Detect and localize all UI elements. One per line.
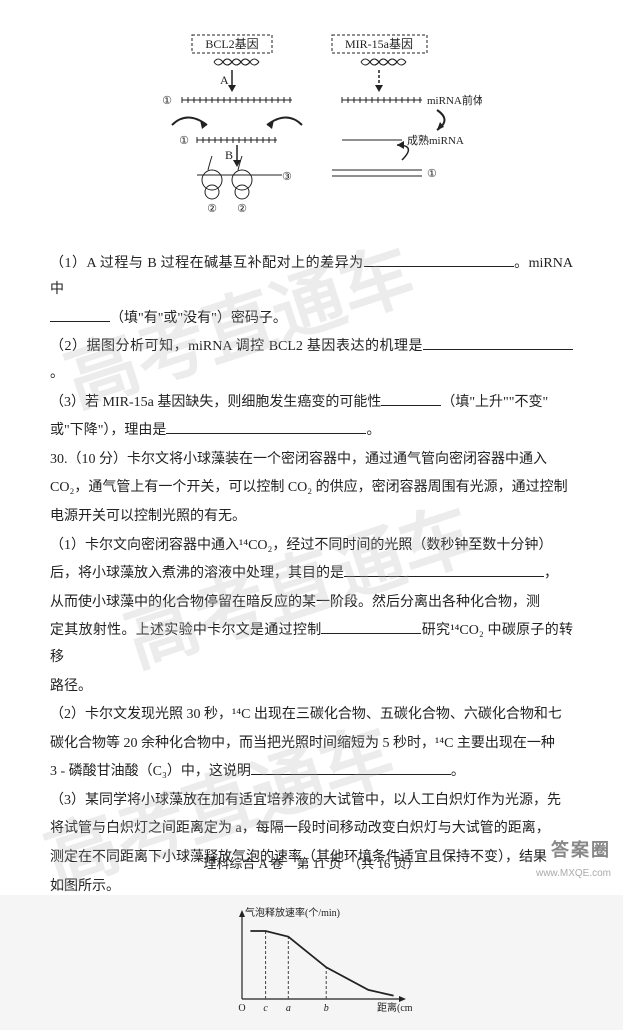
q2-line: （2）据图分析可知，miRNA 调控 BCL2 基因表达的机理是。 <box>50 334 573 387</box>
svg-text:气泡释放速率(个/min): 气泡释放速率(个/min) <box>245 906 340 919</box>
q30-p2b: 碳化合物等 20 余种化合物中，而当把光照时间缩短为 5 秒时，¹⁴C 主要出现… <box>50 731 573 758</box>
q30-intro3: 电源开关可以控制光照的有无。 <box>50 504 573 531</box>
svg-text:b: b <box>323 1003 328 1014</box>
q30-p1b: 后，将小球藻放入煮沸的溶液中处理，其目的是 <box>50 566 344 581</box>
svg-text:a: a <box>285 1003 290 1014</box>
blank <box>166 419 366 434</box>
svg-text:miRNA前体: miRNA前体 <box>427 93 482 107</box>
svg-text:②: ② <box>237 203 247 215</box>
svg-text:O: O <box>238 1003 245 1014</box>
q30-p1d: 从而使小球藻中的化合物停留在暗反应的某一阶段。然后分离出各种化合物，测 <box>50 590 573 617</box>
blank <box>344 562 544 577</box>
gene-diagram: BCL2基因 MIR-15a基因 AmiRNA前体 ① 成熟miRNA ① B ① ② ② ③ <box>50 30 573 241</box>
svg-text:成熟miRNA: 成熟miRNA <box>407 133 464 147</box>
q30-p1b-line: 后，将小球藻放入煮沸的溶液中处理，其目的是 ， <box>50 561 573 588</box>
q3-line2: 或"下降"），理由是 。 <box>50 418 573 445</box>
q30-p1c: ， <box>544 566 558 581</box>
page-footer: 理科综合 A 卷 第 11 页 （共 16 页） <box>0 852 623 877</box>
blank <box>364 252 514 267</box>
blank <box>423 335 573 350</box>
svg-text:c: c <box>263 1003 268 1014</box>
brand-logo: 答案圈 <box>551 833 611 867</box>
q30-p3b: 将试管与白炽灯之间距离定为 a，每隔一段时间移动改变白炽灯与大试管的距离， <box>50 816 573 843</box>
svg-text:①: ① <box>179 135 189 147</box>
brand-url: www.MXQE.com <box>536 864 611 883</box>
q3-text1: （3）若 MIR-15a 基因缺失，则细胞发生癌变的可能性 <box>50 395 381 410</box>
blank <box>50 307 110 322</box>
svg-text:①: ① <box>427 168 437 180</box>
q3-line2: 或"下降"），理由是 <box>50 423 166 438</box>
q30-p2c: 3 - 磷酸甘油酸（C₃）中，这说明 <box>50 764 251 779</box>
blank <box>321 619 421 634</box>
svg-text:MIR-15a基因: MIR-15a基因 <box>345 37 413 51</box>
q3-text2: （填"上升""不变" <box>441 395 548 410</box>
q1-line2: （填"有"或"没有"）密码子。 <box>50 306 573 333</box>
exam-page: 高考直通车 高考直通车 高考直通车 BCL2基因MIR-15a基因AmiRNA前… <box>0 0 623 895</box>
q3-line1: （3）若 MIR-15a 基因缺失，则细胞发生癌变的可能性 （填"上升""不变" <box>50 390 573 417</box>
q30-p2c-line: 3 - 磷酸甘油酸（C₃）中，这说明 。 <box>50 759 573 786</box>
q30-p1e-line: 定其放射性。上述实验中卡尔文是通过控制研究¹⁴CO₂ 中碳原子的转移 <box>50 618 573 671</box>
svg-text:②: ② <box>207 203 217 215</box>
q30-p1g: 路径。 <box>50 674 573 701</box>
blank <box>251 760 451 775</box>
q30-intro1: 30.（10 分）卡尔文将小球藻装在一个密闭容器中，通过通气管向密闭容器中通入 <box>50 447 573 474</box>
q1-line2a: （填"有"或"没有"）密码子。 <box>110 311 287 326</box>
bubble-rate-chart: Oc a b 气泡释放速率(个/min) 距离(cm) <box>50 904 573 1030</box>
q2-end: 。 <box>50 366 64 381</box>
q30-p3d: 如图所示。 <box>50 874 573 901</box>
q1-line1: （1）A 过程与 B 过程在碱基互补配对上的差异为。miRNA 中 <box>50 251 573 304</box>
q30-p1e: 定其放射性。上述实验中卡尔文是通过控制 <box>50 623 321 638</box>
svg-text:BCL2基因: BCL2基因 <box>205 37 258 51</box>
q1-prefix: （1）A 过程与 B 过程在碱基互补配对上的差异为 <box>50 256 364 271</box>
svg-text:距离(cm): 距离(cm) <box>377 1001 412 1014</box>
svg-text:B: B <box>225 148 233 162</box>
q2-text: （2）据图分析可知，miRNA 调控 BCL2 基因表达的机理是 <box>50 339 423 354</box>
q30-p2d: 。 <box>451 764 465 779</box>
q30-p2a: （2）卡尔文发现光照 30 秒，¹⁴C 出现在三碳化合物、五碳化合物、六碳化合物… <box>50 702 573 729</box>
svg-text:③: ③ <box>282 171 292 183</box>
q30-p3a: （3）某同学将小球藻放在加有适宜培养液的大试管中，以人工白炽灯作为光源，先 <box>50 788 573 815</box>
svg-text:A: A <box>220 73 229 87</box>
q30-intro2: CO₂，通气管上有一个开关，可以控制 CO₂ 的供应，密闭容器周围有光源，通过控… <box>50 475 573 502</box>
q3-end: 。 <box>366 423 380 438</box>
q30-p1a: （1）卡尔文向密闭容器中通入¹⁴CO₂，经过不同时间的光照（数秒钟至数十分钟） <box>50 533 573 560</box>
blank <box>381 391 441 406</box>
svg-text:①: ① <box>162 95 172 107</box>
